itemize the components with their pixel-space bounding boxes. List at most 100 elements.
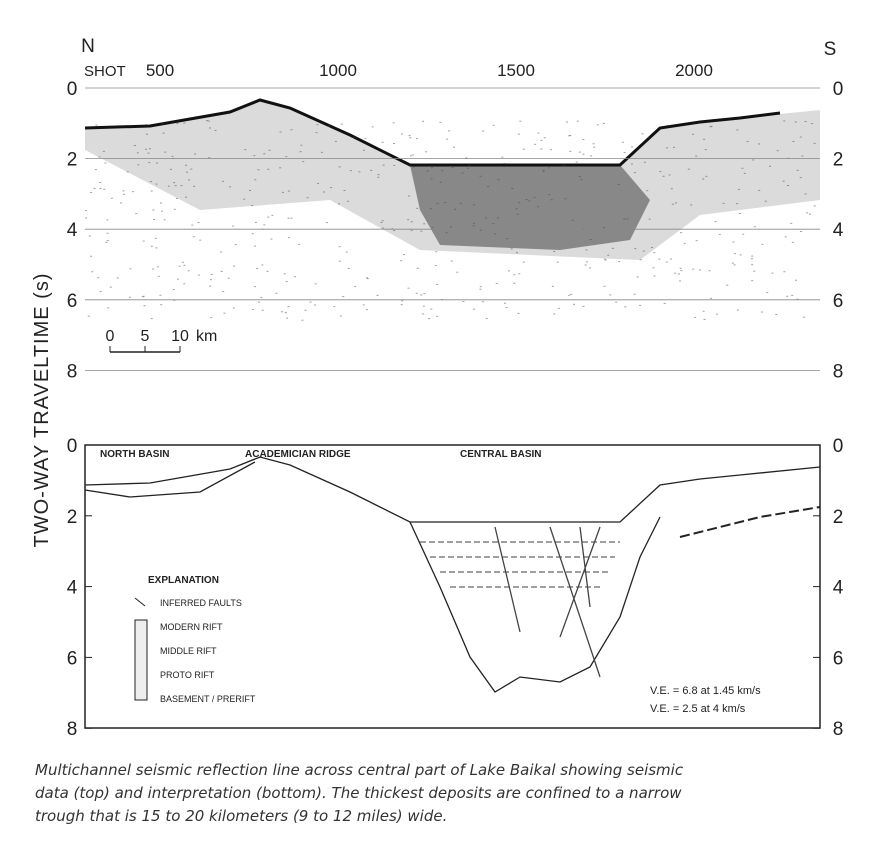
- speckle: [758, 189, 761, 191]
- speckle: [446, 138, 449, 140]
- y-tick-label: 2: [833, 507, 844, 528]
- speckle: [142, 240, 145, 242]
- speckle: [430, 167, 433, 169]
- ve-note: V.E. = 6.8 at 1.45 km/s: [650, 685, 761, 697]
- speckle: [718, 233, 721, 235]
- y-tick-label: 2: [833, 150, 844, 171]
- speckle: [791, 294, 794, 296]
- y-tick-label: 6: [833, 291, 844, 312]
- speckle: [633, 293, 636, 295]
- speckle: [709, 126, 712, 128]
- y-tick-label: 4: [833, 220, 844, 241]
- speckle: [173, 182, 176, 184]
- speckle: [279, 131, 282, 133]
- speckle: [420, 230, 423, 232]
- speckle: [472, 222, 475, 224]
- speckle: [270, 238, 273, 240]
- speckle: [799, 230, 802, 232]
- speckle: [267, 216, 270, 218]
- seismic-data: [84, 98, 820, 321]
- speckle: [410, 229, 413, 231]
- speckle: [106, 240, 109, 242]
- shot-label: SHOT: [84, 63, 126, 80]
- speckle: [338, 166, 341, 168]
- speckle: [325, 222, 328, 224]
- fault-symbol: [134, 597, 146, 607]
- speckle: [263, 224, 266, 226]
- speckle: [771, 272, 774, 274]
- shot-tick: 2000: [675, 61, 713, 80]
- speckle: [585, 249, 588, 251]
- speckle: [592, 143, 595, 145]
- speckle: [253, 155, 256, 157]
- speckle: [799, 177, 802, 179]
- speckle: [244, 149, 247, 151]
- speckle: [571, 219, 574, 221]
- speckle: [254, 179, 257, 181]
- speckle: [631, 146, 634, 148]
- speckle: [742, 233, 745, 235]
- speckle: [641, 133, 644, 135]
- speckle: [234, 244, 237, 246]
- speckle: [197, 274, 200, 276]
- speckle: [181, 261, 184, 263]
- speckle: [120, 202, 123, 204]
- speckle: [652, 267, 655, 269]
- y-tick-label: 2: [67, 507, 78, 528]
- speckle: [626, 218, 629, 220]
- speckle: [695, 155, 698, 157]
- speckle: [479, 286, 482, 288]
- speckle: [553, 250, 556, 252]
- speckle: [429, 208, 432, 210]
- speckle: [775, 313, 778, 315]
- speckle: [333, 306, 336, 308]
- speckle: [223, 312, 226, 314]
- speckle: [496, 217, 499, 219]
- speckle: [268, 149, 271, 151]
- speckle: [750, 258, 753, 260]
- speckle: [283, 273, 286, 275]
- speckle: [468, 164, 471, 166]
- speckle: [738, 213, 741, 215]
- speckle: [542, 169, 545, 171]
- speckle: [421, 313, 424, 315]
- speckle: [393, 142, 396, 144]
- speckle: [381, 141, 384, 143]
- speckle: [145, 148, 148, 150]
- speckle: [557, 307, 560, 309]
- y-tick-label: 4: [67, 220, 78, 241]
- speckle: [129, 268, 132, 270]
- speckle: [207, 120, 210, 122]
- speckle: [186, 171, 189, 173]
- speckle: [192, 236, 195, 238]
- speckle: [151, 268, 154, 270]
- speckle: [409, 137, 412, 139]
- speckle: [152, 209, 155, 211]
- speckle: [690, 204, 693, 206]
- speckle: [428, 318, 431, 320]
- speckle: [575, 161, 578, 163]
- speckle: [703, 138, 706, 140]
- speckle: [408, 135, 411, 137]
- unit-column: [134, 619, 148, 701]
- speckle: [133, 144, 136, 146]
- speckle: [176, 198, 179, 200]
- speckle: [516, 252, 519, 254]
- speckle: [169, 168, 172, 170]
- speckle: [737, 188, 740, 190]
- speckle: [803, 316, 806, 318]
- speckle: [214, 130, 217, 132]
- speckle: [275, 292, 278, 294]
- speckle: [444, 201, 447, 203]
- speckle: [327, 125, 330, 127]
- speckle: [569, 134, 572, 136]
- y-tick-label: 4: [833, 578, 844, 599]
- speckle: [208, 157, 211, 159]
- speckle: [402, 254, 405, 256]
- speckle: [578, 151, 581, 153]
- speckle: [666, 124, 669, 126]
- speckle: [136, 152, 139, 154]
- speckle: [163, 219, 166, 221]
- speckle: [160, 304, 163, 306]
